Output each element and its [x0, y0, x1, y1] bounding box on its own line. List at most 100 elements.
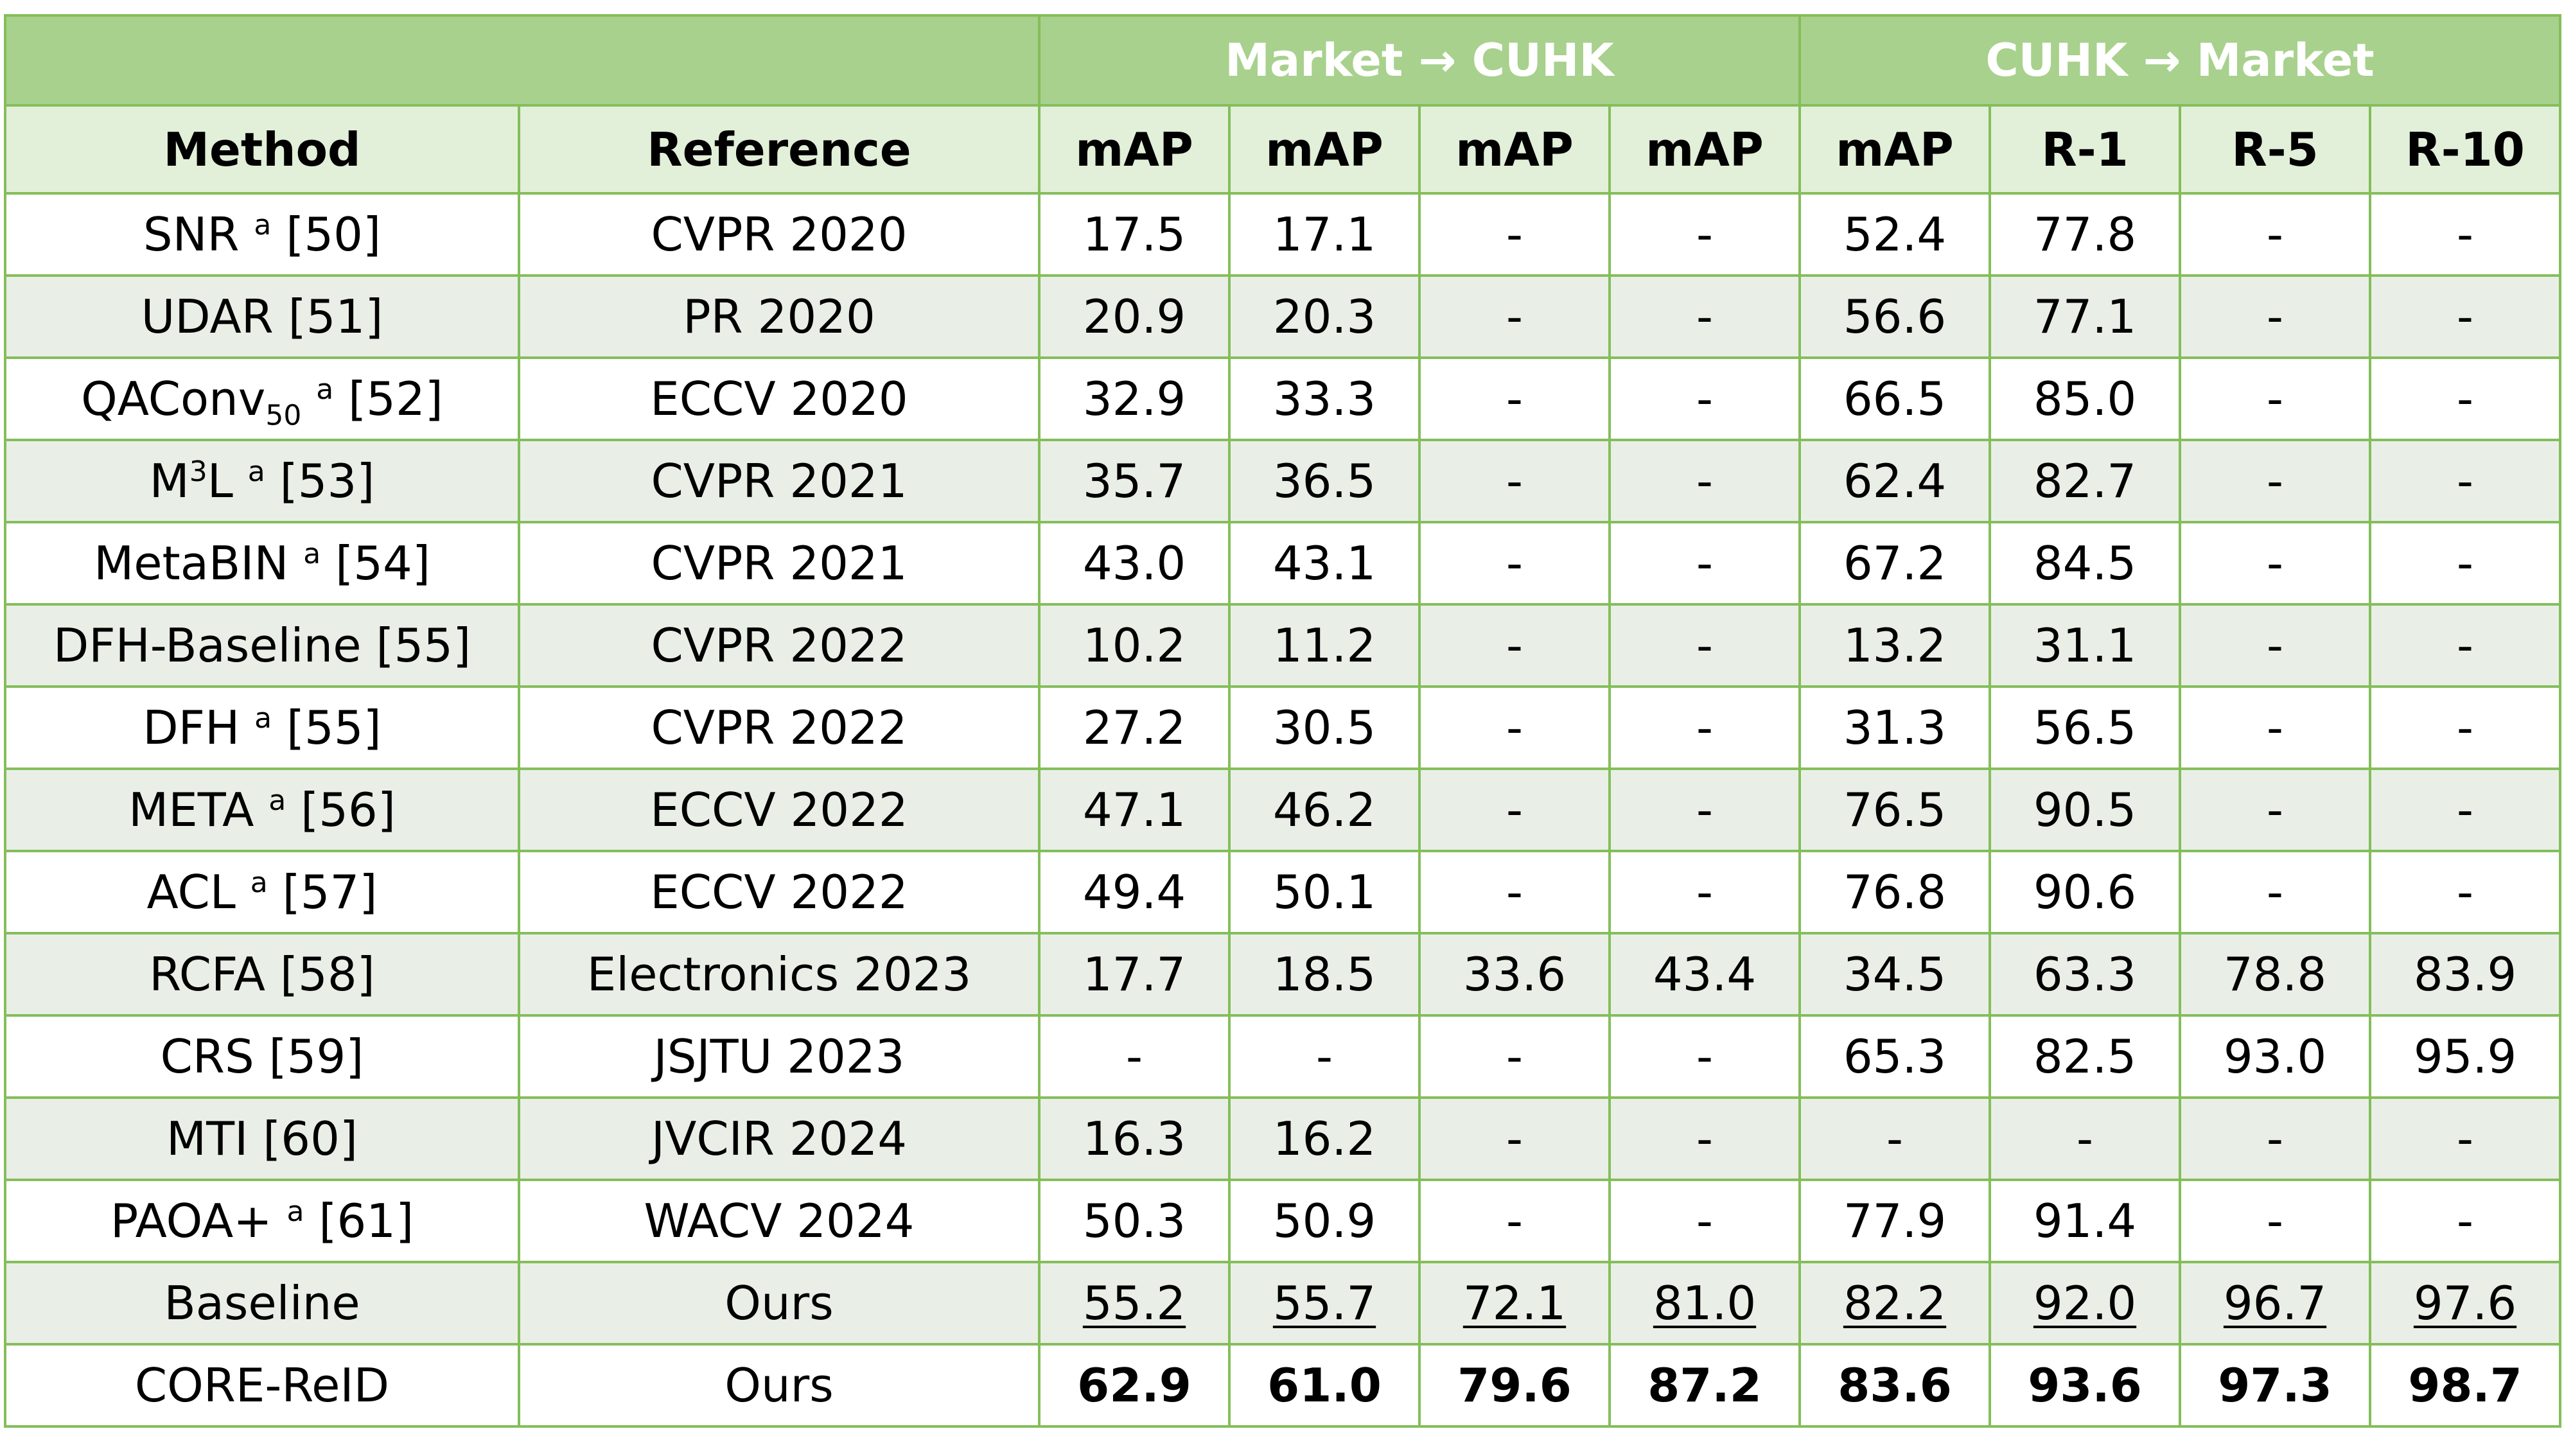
- method-cell: PAOA+ a [61]: [4, 1179, 520, 1263]
- value-cell: 76.5: [1798, 767, 1992, 852]
- value: 56.5: [2033, 701, 2137, 755]
- value: -: [2267, 618, 2284, 672]
- value-cell: -: [1418, 521, 1611, 606]
- value: 63.3: [2033, 947, 2137, 1001]
- value: -: [1696, 372, 1713, 426]
- value-cell: 34.5: [1798, 932, 1992, 1017]
- value-cell: 85.0: [1989, 356, 2182, 441]
- value: -: [1506, 290, 1523, 344]
- reference-cell: Ours: [518, 1343, 1041, 1428]
- method-cell: DFH-Baseline [55]: [4, 603, 520, 688]
- value-cell: 17.1: [1228, 192, 1421, 277]
- reference-cell: CVPR 2022: [518, 685, 1041, 770]
- table-row: M3L a [53] CVPR 2021 35.7 36.5- -62.4 82.7- -: [4, 439, 2562, 523]
- value: -: [1696, 454, 1713, 508]
- value-cell: 33.3: [1228, 356, 1421, 441]
- value: -: [1506, 372, 1523, 426]
- value: -: [1506, 1112, 1523, 1166]
- value: 43.1: [1272, 536, 1376, 590]
- column-header: Method: [4, 104, 520, 195]
- value-cell: 83.9: [2369, 932, 2562, 1017]
- method-cell: UDAR [51]: [4, 274, 520, 359]
- value-cell: -: [2369, 685, 2562, 770]
- value-cell: -: [1989, 1096, 2182, 1181]
- value: 17.7: [1082, 947, 1186, 1001]
- citation: [60]: [263, 1112, 358, 1166]
- method-name-suffix: L: [207, 454, 233, 508]
- value-cell: 82.2: [1798, 1261, 1992, 1346]
- value-cell: -: [2179, 521, 2372, 606]
- value: -: [1696, 783, 1713, 837]
- value: 50.9: [1272, 1194, 1376, 1248]
- value: -: [1696, 1030, 1713, 1083]
- value: 62.9: [1077, 1358, 1191, 1412]
- value-cell: -: [1418, 685, 1611, 770]
- value-cell: 33.6: [1418, 932, 1611, 1017]
- value-cell: 84.5: [1989, 521, 2182, 606]
- value-cell: -: [1418, 767, 1611, 852]
- value-cell: 16.3: [1038, 1096, 1231, 1181]
- value-cell: 13.2: [1798, 603, 1992, 688]
- method-cell: SNR a [50]: [4, 192, 520, 277]
- table-row: CORE-ReID Ours 62.9 61.0 79.6 87.2 83.6 93.6 97.…: [4, 1343, 2562, 1428]
- value-cell: 79.6: [1418, 1343, 1611, 1428]
- value-cell: 95.9: [2369, 1014, 2562, 1099]
- value: 96.7: [2223, 1276, 2327, 1330]
- table-row: RCFA [58] Electronics 2023 17.7 18.5 33.6 43.…: [4, 932, 2562, 1017]
- value: 50.3: [1082, 1194, 1186, 1248]
- value: 16.3: [1082, 1112, 1186, 1166]
- column-header: Reference: [518, 104, 1041, 195]
- value: -: [2267, 701, 2284, 755]
- value-cell: 82.5: [1989, 1014, 2182, 1099]
- table-row: CRS [59] JSJTU 2023- - - -65.3 82.5 93.0 95.9: [4, 1014, 2562, 1099]
- citation: [52]: [348, 372, 443, 426]
- table-row: UDAR [51] PR 2020 20.9 20.3- -56.6 77.1- -: [4, 274, 2562, 359]
- value: 82.7: [2033, 454, 2137, 508]
- value-cell: 81.0: [1608, 1261, 1802, 1346]
- value: 82.2: [1843, 1276, 1947, 1330]
- value-cell: 31.1: [1989, 603, 2182, 688]
- value-cell: -: [2179, 850, 2372, 934]
- value-cell: -: [2179, 192, 2372, 277]
- value-cell: -: [2179, 767, 2372, 852]
- value-cell: 61.0: [1228, 1343, 1421, 1428]
- value: 97.6: [2413, 1276, 2517, 1330]
- method-name: META: [128, 783, 254, 837]
- value: 66.5: [1843, 372, 1947, 426]
- method-cell: META a [56]: [4, 767, 520, 852]
- value-cell: -: [2179, 1096, 2372, 1181]
- method-name: UDAR: [141, 290, 274, 344]
- value: 16.2: [1272, 1112, 1376, 1166]
- value-cell: 97.3: [2179, 1343, 2372, 1428]
- value-cell: -: [2369, 1179, 2562, 1263]
- value-cell: 46.2: [1228, 767, 1421, 852]
- value-cell: 63.3: [1989, 932, 2182, 1017]
- reference-cell: CVPR 2021: [518, 439, 1041, 523]
- table-row: MetaBIN a [54] CVPR 2021 43.0 43.1- -67.2 84.…: [4, 521, 2562, 606]
- method-name: QAConv: [81, 372, 266, 426]
- value-cell: 20.9: [1038, 274, 1231, 359]
- value: -: [1696, 865, 1713, 919]
- value: 31.1: [2033, 618, 2137, 672]
- footnote-marker: a: [303, 538, 321, 570]
- value: 72.1: [1462, 1276, 1567, 1330]
- value: -: [2457, 207, 2474, 261]
- value-cell: -: [1608, 685, 1802, 770]
- value-cell: -: [1608, 192, 1802, 277]
- value-cell: 98.7: [2369, 1343, 2562, 1428]
- value-cell: -: [1418, 850, 1611, 934]
- value-cell: -: [1608, 850, 1802, 934]
- value-cell: -: [1418, 192, 1611, 277]
- value: 62.4: [1843, 454, 1947, 508]
- value: 82.5: [2033, 1030, 2137, 1083]
- method-cell: DFH a [55]: [4, 685, 520, 770]
- value: 30.5: [1272, 701, 1376, 755]
- value-cell: 27.2: [1038, 685, 1231, 770]
- value-cell: 77.1: [1989, 274, 2182, 359]
- value: -: [1696, 290, 1713, 344]
- value-cell: 43.1: [1228, 521, 1421, 606]
- value: 20.9: [1082, 290, 1186, 344]
- value: -: [2267, 372, 2284, 426]
- value: -: [2077, 1112, 2094, 1166]
- value-cell: 17.7: [1038, 932, 1231, 1017]
